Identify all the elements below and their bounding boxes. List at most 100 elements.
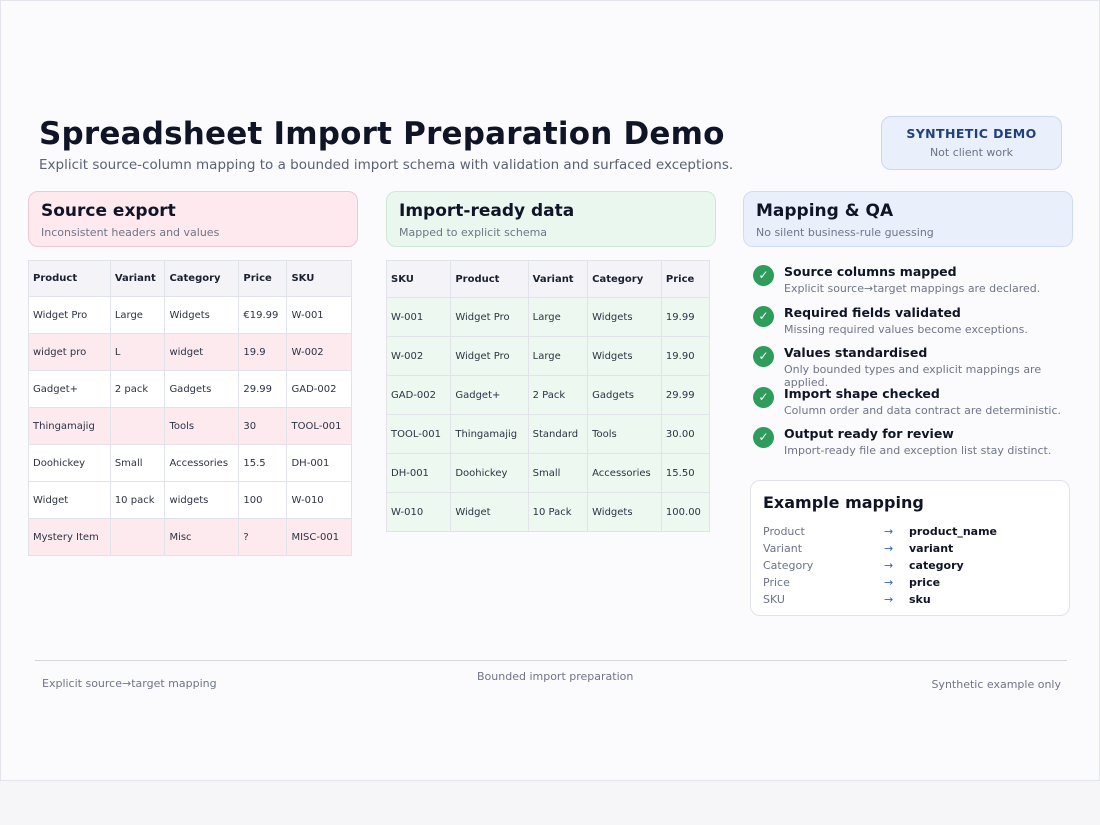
source-table-cell: TOOL-001 [286, 407, 352, 445]
mapping-target-field: price [909, 576, 941, 589]
badge-subtitle: Not client work [929, 146, 1014, 159]
import-table-cell: W-010 [385, 492, 452, 532]
check-circle-icon: ✓ [753, 305, 774, 327]
source-column-header: SKU [286, 260, 352, 297]
mapping-qa-header: Mapping & QA No silent business-rule gue… [743, 191, 1073, 247]
footer-left: Explicit source→target mapping [42, 677, 217, 690]
source-table-cell: Widget Pro [28, 296, 111, 334]
source-table-cell: W-002 [286, 333, 352, 371]
import-table-cell: Standard [527, 414, 589, 454]
source-table-cell: DH-001 [286, 444, 352, 482]
import-ready-header: Import-ready data Mapped to explicit sch… [386, 191, 716, 247]
import-table-cell: Widget [450, 492, 529, 532]
source-table-cell: Thingamajig [28, 407, 111, 445]
source-table-cell: L [109, 333, 166, 371]
qa-item-title: Required fields validated [784, 304, 961, 320]
source-table-cell: €19.99 [238, 296, 288, 334]
import-table-cell: Widgets [587, 492, 662, 532]
footer-center: Bounded import preparation [477, 670, 634, 683]
import-table-cell: Widgets [587, 336, 662, 376]
arrow-right-icon: → [884, 576, 894, 589]
arrow-right-icon: → [884, 559, 894, 572]
page-title: Spreadsheet Import Preparation Demo [39, 116, 725, 152]
source-table-cell: W-010 [286, 481, 352, 519]
import-table-cell: Large [527, 297, 589, 337]
qa-item: ✓ Required fields validated Missing requir… [753, 304, 1083, 345]
source-table-cell: 30 [238, 407, 288, 445]
qa-item-description: Explicit source→target mappings are decl… [784, 282, 1041, 295]
slide-canvas: Spreadsheet Import Preparation Demo Expl… [0, 0, 1100, 781]
bottom-strip [0, 781, 1100, 825]
qa-item-description: Import-ready file and exception list sta… [784, 444, 1052, 457]
badge-title: SYNTHETIC DEMO [906, 126, 1037, 141]
import-table-cell: W-001 [385, 297, 452, 337]
import-table-row: W-002 Widget Pro Large Widgets 19.90 [385, 336, 711, 376]
mapping-source-field: Price [763, 576, 790, 589]
arrow-right-icon: → [884, 593, 894, 606]
import-table-cell: W-002 [385, 336, 452, 376]
import-ready-title: Import-ready data [399, 201, 575, 221]
qa-item: ✓ Source columns mapped Explicit source→ta… [753, 263, 1083, 304]
example-mapping-title: Example mapping [763, 493, 924, 512]
source-table-cell: Gadget+ [28, 370, 111, 408]
mapping-row: Price → price [763, 576, 1063, 593]
import-table-cell: Widget Pro [450, 336, 529, 376]
import-table-row: W-001 Widget Pro Large Widgets 19.99 [385, 297, 711, 337]
qa-item-title: Import shape checked [784, 385, 940, 401]
import-table-cell: 100.00 [660, 492, 711, 532]
import-table-cell: 29.99 [660, 375, 711, 415]
source-table-cell: widgets [164, 481, 240, 519]
source-column-header: Price [238, 260, 288, 297]
source-table-header-row: Product Variant Category Price SKU [28, 260, 352, 297]
source-table-cell: 10 pack [109, 481, 166, 519]
example-mapping-card: Example mapping Product → product_name Vari… [750, 480, 1070, 616]
source-table-cell: Large [109, 296, 166, 334]
import-table-cell: Gadget+ [450, 375, 529, 415]
source-table-cell: 19.9 [238, 333, 288, 371]
source-table-row: Gadget+ 2 pack Gadgets 29.99 GAD-002 [28, 370, 352, 408]
source-table-cell [109, 518, 166, 556]
qa-checklist: ✓ Source columns mapped Explicit source→ta… [753, 263, 1083, 466]
import-column-header: Variant [527, 260, 589, 298]
mapping-target-field: category [909, 559, 964, 572]
check-circle-icon: ✓ [753, 427, 774, 448]
import-table-cell: Gadgets [587, 375, 662, 415]
source-table-cell: Tools [164, 407, 240, 445]
source-table-cell: ? [238, 518, 288, 556]
import-table-cell: DH-001 [385, 453, 452, 493]
import-table-cell: GAD-002 [385, 375, 452, 415]
source-column-header: Category [164, 260, 240, 297]
source-table-cell: Widget [28, 481, 111, 519]
import-table-cell: Tools [587, 414, 662, 454]
source-table-cell: 2 pack [109, 370, 166, 408]
source-table-cell: 15.5 [238, 444, 288, 482]
source-table-row: Widget 10 pack widgets 100 W-010 [28, 481, 352, 519]
source-table-row: Widget Pro Large Widgets €19.99 W-001 [28, 296, 352, 334]
source-table-cell: MISC-001 [286, 518, 352, 556]
import-column-header: Price [660, 260, 711, 298]
import-table-row: GAD-002 Gadget+ 2 Pack Gadgets 29.99 [385, 375, 711, 415]
import-table-row: TOOL-001 Thingamajig Standard Tools 30.00 [385, 414, 711, 454]
footer-divider [35, 660, 1067, 661]
import-table-row: W-010 Widget 10 Pack Widgets 100.00 [385, 492, 711, 532]
qa-item-title: Source columns mapped [784, 264, 957, 279]
check-circle-icon: ✓ [753, 386, 774, 408]
import-column-header: Product [450, 260, 529, 298]
import-table-cell: 19.99 [660, 297, 711, 337]
source-export-subtitle: Inconsistent headers and values [41, 226, 220, 239]
source-table-row: Mystery Item Misc? MISC-001 [28, 518, 352, 556]
qa-item-title: Values standardised [784, 345, 928, 360]
import-table-cell: TOOL-001 [385, 414, 452, 454]
source-table: Product Variant Category Price SKU Widget Pr… [28, 260, 352, 556]
source-table-cell: 29.99 [238, 370, 288, 408]
qa-item-description: Only bounded types and explicit mappings… [784, 363, 1042, 389]
qa-item: ✓ Import shape checked Column order and da… [753, 385, 1083, 426]
source-table-cell: Gadgets [164, 370, 240, 408]
import-table-header-row: SKU Product Variant Category Price [385, 260, 711, 298]
mapping-row: Category → category [763, 559, 1063, 576]
source-table-cell: Misc [164, 518, 240, 556]
source-column-header: Variant [109, 260, 166, 297]
import-table-row: DH-001 Doohickey Small Accessories 15.50 [385, 453, 711, 493]
check-circle-icon: ✓ [753, 346, 774, 367]
import-column-header: SKU [385, 260, 452, 298]
